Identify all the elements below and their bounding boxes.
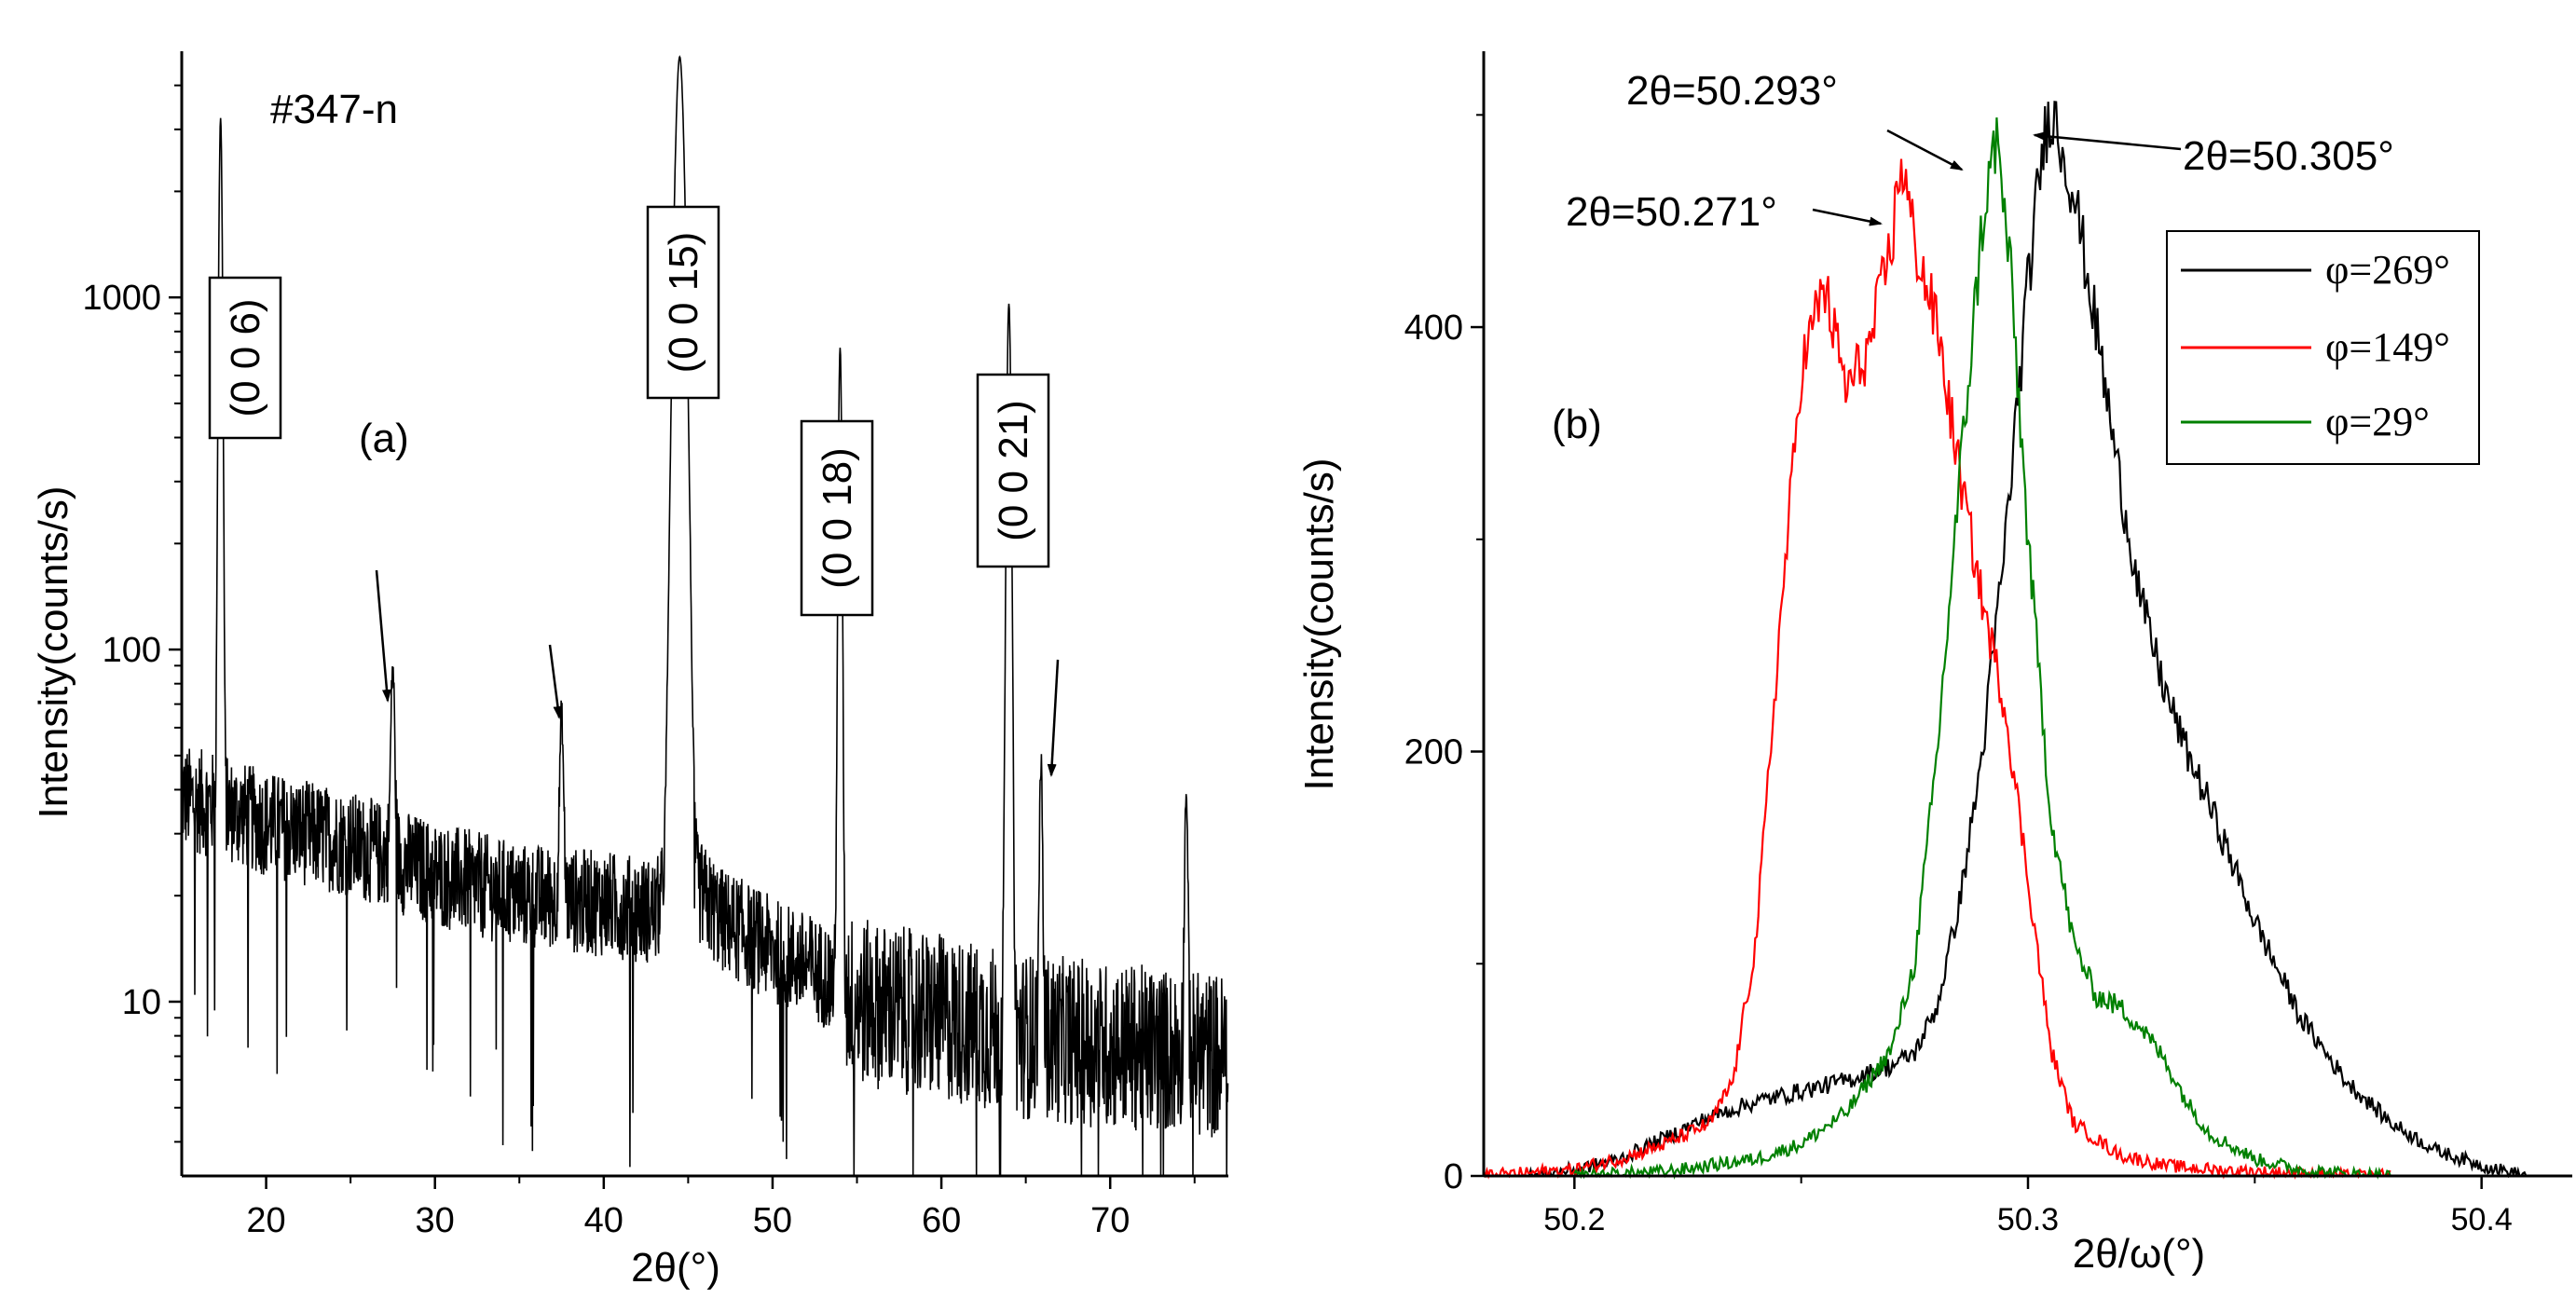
peak-label-text: (0 0 21) bbox=[991, 400, 1036, 541]
legend-label-29: φ=29° bbox=[2325, 399, 2430, 444]
panel-b-ticks: 50.2 50.3 50.4 0 200 400 bbox=[1404, 114, 2513, 1237]
panel-a-xlabel: 2θ(°) bbox=[631, 1245, 720, 1291]
panel-a-xtick-label: 40 bbox=[584, 1201, 623, 1240]
panel-b-ytick-label: 200 bbox=[1404, 733, 1463, 772]
impurity-arrow bbox=[375, 569, 391, 703]
peak-label-29: 2θ=50.293° bbox=[1626, 68, 1838, 114]
peak-label-box bbox=[208, 276, 282, 440]
panel-b-xtick-label: 50.4 bbox=[2451, 1202, 2513, 1237]
peak-label-text: (0 0 18) bbox=[815, 447, 860, 589]
panel-a: 20 30 40 50 60 70 10 100 1000 #347-n (a) 2θ(°) I… bbox=[31, 51, 1229, 1291]
panel-a-xtick-label: 70 bbox=[1090, 1201, 1130, 1240]
panel-a-ylabel: Intensity(counts/s) bbox=[31, 485, 76, 818]
peak-label-text: (0 0 15) bbox=[661, 232, 706, 374]
panel-a-series-layer bbox=[181, 55, 1229, 1177]
panel-b-legend: φ=269° φ=149° φ=29° bbox=[2166, 230, 2480, 465]
impurity-arrow bbox=[1047, 659, 1060, 777]
peak-label-box bbox=[800, 419, 874, 617]
panel-b: 50.2 50.3 50.4 0 200 400 (b) 2θ/ω(°) Intensit… bbox=[1296, 51, 2572, 1277]
panel-b-series-269 bbox=[1528, 101, 2528, 1179]
panel-b-series-29 bbox=[1573, 117, 2391, 1181]
peak-label-box bbox=[646, 205, 720, 400]
peak-label-149: 2θ=50.271° bbox=[1566, 189, 1777, 235]
panel-b-xlabel: 2θ/ω(°) bbox=[2073, 1231, 2205, 1277]
panel-b-xtick-label: 50.2 bbox=[1543, 1202, 1605, 1237]
peak-label-text: (0 0 6) bbox=[223, 298, 268, 417]
panel-a-sample-label: #347-n bbox=[270, 87, 398, 132]
panel-a-arrows bbox=[375, 569, 1060, 777]
legend-label-149: φ=149° bbox=[2325, 324, 2450, 370]
panel-a-xtick-label: 30 bbox=[416, 1201, 455, 1240]
arrow-269 bbox=[2033, 131, 2182, 151]
panel-b-ytick-label: 0 bbox=[1444, 1157, 1463, 1196]
panel-a-ytick-label: 100 bbox=[103, 631, 161, 670]
panel-a-xtick-label: 60 bbox=[922, 1201, 961, 1240]
panel-b-panel-label: (b) bbox=[1552, 402, 1602, 447]
impurity-arrow bbox=[548, 644, 563, 719]
panel-a-xtick-label: 50 bbox=[753, 1201, 792, 1240]
peak-label-269: 2θ=50.305° bbox=[2183, 133, 2394, 179]
panel-a-axes bbox=[180, 51, 1228, 1178]
panel-a-panel-label: (a) bbox=[359, 416, 409, 461]
arrow-29 bbox=[1886, 129, 1964, 171]
panel-a-xrd-trace bbox=[181, 55, 1229, 1177]
panel-a-ytick-label: 1000 bbox=[82, 279, 161, 318]
peak-label-box bbox=[976, 373, 1050, 568]
panel-a-ticks: 20 30 40 50 60 70 10 100 1000 bbox=[82, 84, 1196, 1240]
panel-a-xtick-label: 20 bbox=[246, 1201, 285, 1240]
panel-b-annotations: 2θ=50.293° 2θ=50.271° 2θ=50.305° bbox=[1566, 68, 2394, 235]
panel-b-ylabel: Intensity(counts/s) bbox=[1296, 458, 1342, 790]
legend-label-269: φ=269° bbox=[2325, 247, 2450, 293]
panel-a-ytick-label: 10 bbox=[122, 983, 161, 1022]
arrow-149 bbox=[1812, 208, 1883, 226]
panel-b-xtick-label: 50.3 bbox=[1997, 1202, 2059, 1237]
panel-a-peak-labels: (0 0 6) (0 0 15) (0 0 18) (0 0 21) bbox=[208, 205, 1050, 617]
panel-b-ytick-label: 400 bbox=[1404, 308, 1463, 348]
